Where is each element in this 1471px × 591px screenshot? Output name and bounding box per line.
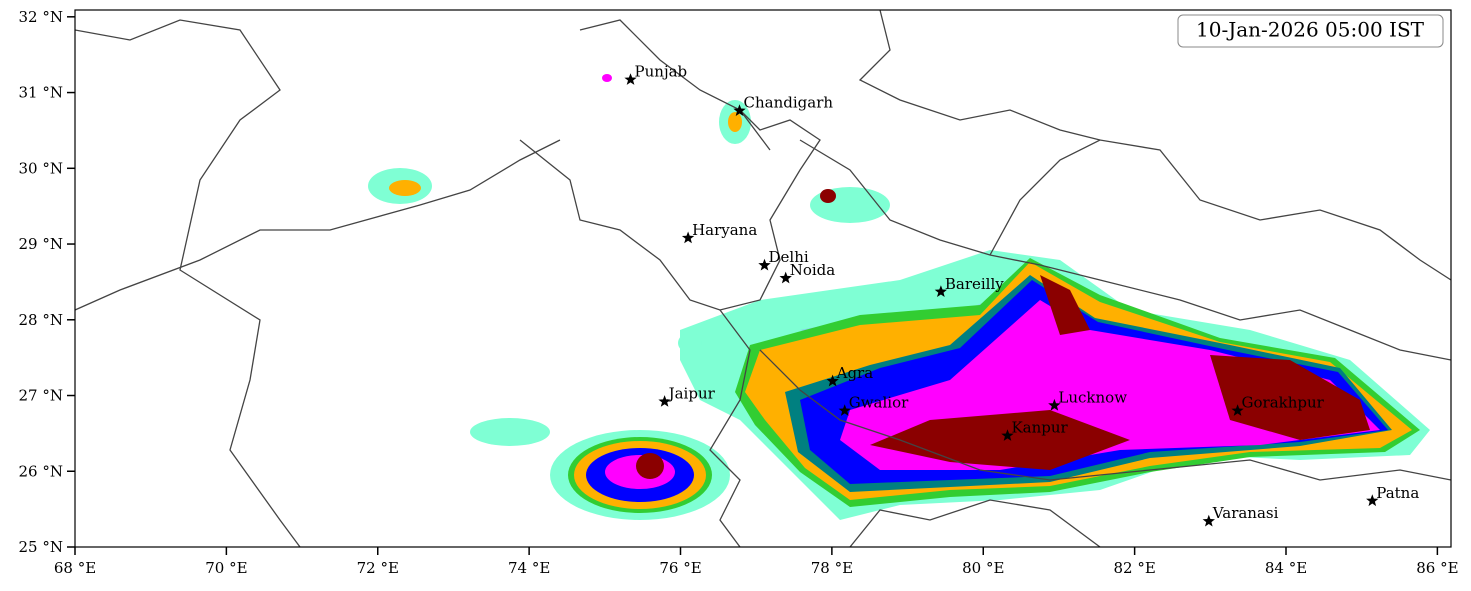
y-tick-label: 25 °N: [19, 538, 63, 556]
city-marker: [1001, 429, 1014, 441]
y-tick-label: 32 °N: [19, 8, 63, 26]
city-marker: [1048, 398, 1061, 411]
boundaries: [75, 10, 1451, 547]
x-tick-label: 72 °E: [357, 559, 399, 577]
city-marker: [1231, 404, 1244, 416]
y-tick-label: 30 °N: [19, 159, 63, 177]
city-marker: [681, 231, 695, 244]
city-marker: [658, 395, 671, 407]
y-tick-label: 29 °N: [19, 235, 63, 253]
plot-frame: [74, 9, 1452, 548]
city-marker: [758, 258, 771, 271]
city-label: Noida: [790, 261, 836, 279]
x-tick-label: 74 °E: [508, 559, 550, 577]
timestamp: 10-Jan-2026 05:00 IST: [1196, 18, 1425, 42]
x-tick-label: 84 °E: [1265, 559, 1307, 577]
city-label: Gorakhpur: [1242, 394, 1325, 412]
y-tick-label: 26 °N: [19, 462, 63, 480]
precipitation: [368, 74, 1430, 520]
city-marker: [1366, 494, 1379, 507]
timestamp-box: [1177, 14, 1444, 48]
city-label: Chandigarh: [744, 94, 834, 112]
y-tick-label: 27 °N: [19, 387, 63, 405]
x-tick-label: 80 °E: [962, 559, 1004, 577]
city-label: Patna: [1376, 484, 1419, 502]
city-label: Gwalior: [849, 394, 909, 412]
x-tick-label: 70 °E: [205, 559, 247, 577]
city-label: Haryana: [692, 221, 757, 239]
y-tick-label: 28 °N: [19, 311, 63, 329]
city-label: Varanasi: [1212, 504, 1279, 522]
city-label: Bareilly: [945, 275, 1004, 293]
x-tick-label: 86 °E: [1416, 559, 1458, 577]
x-tick-label: 68 °E: [54, 559, 96, 577]
city-label: Delhi: [769, 248, 809, 266]
city-label: Agra: [836, 364, 874, 382]
city-label: Kanpur: [1011, 419, 1068, 437]
x-tick-label: 78 °E: [811, 559, 853, 577]
city-label: Jaipur: [667, 385, 716, 403]
city-marker: [733, 104, 746, 116]
city-marker: [934, 285, 947, 297]
city-marker: [838, 404, 851, 416]
city-marker: [1202, 514, 1215, 527]
x-tick-label: 76 °E: [659, 559, 701, 577]
city-label: Lucknow: [1058, 388, 1127, 406]
y-tick-label: 31 °N: [19, 84, 63, 102]
city-marker: [624, 73, 637, 85]
city-label: Punjab: [635, 63, 688, 81]
city-marker: [826, 374, 839, 387]
city-marker: [779, 271, 792, 284]
x-tick-label: 82 °E: [1113, 559, 1155, 577]
